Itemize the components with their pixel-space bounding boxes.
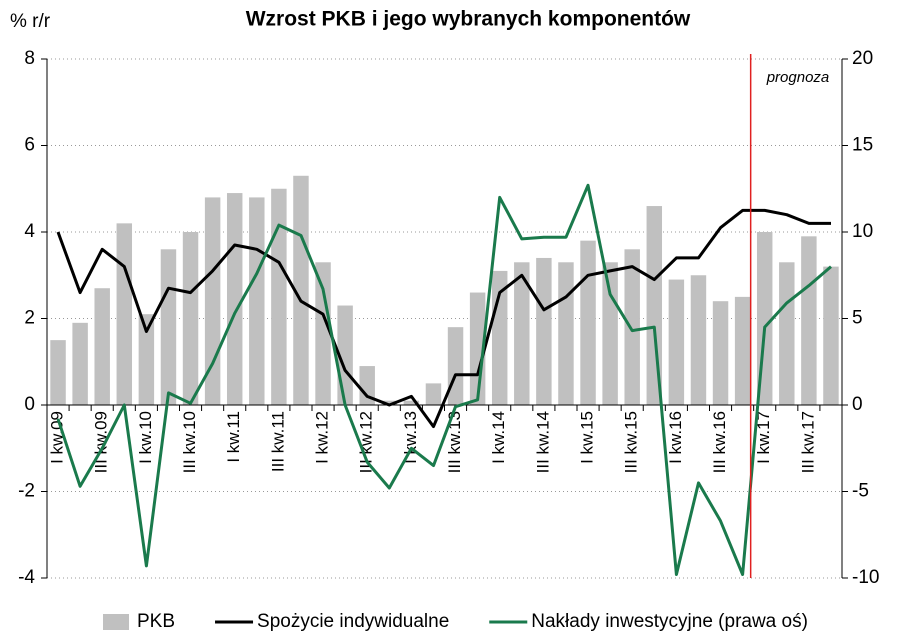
- bar: [403, 400, 420, 405]
- legend-label: Nakłady inwestycyjne (prawa oś): [531, 611, 808, 632]
- bar: [779, 262, 795, 405]
- legend-swatch: [103, 614, 129, 630]
- y-axis-label: % r/r: [10, 11, 51, 32]
- bar: [50, 340, 66, 405]
- x-tick-label: III kw.14: [533, 411, 552, 473]
- bar: [801, 236, 817, 405]
- chart-title: Wzrost PKB i jego wybranych komponentów: [246, 8, 691, 31]
- x-tick-label: III kw.11: [268, 411, 287, 472]
- x-tick-label: I kw.09: [48, 411, 67, 464]
- x-tick-label: I kw.14: [489, 411, 508, 464]
- y-tick-label: -4: [18, 567, 35, 588]
- x-tick-label: I kw.15: [578, 411, 597, 464]
- y-tick-label: -2: [18, 481, 35, 502]
- x-tick-label: III kw.17: [798, 411, 817, 473]
- bar: [381, 400, 398, 405]
- bar: [226, 193, 243, 405]
- y-tick-label: 0: [24, 394, 35, 415]
- bar: [249, 197, 265, 405]
- y-tick-label: 6: [24, 135, 35, 156]
- y2-tick-label: -5: [852, 481, 869, 502]
- line-series: [56, 208, 831, 429]
- x-tick-label: III kw.12: [357, 411, 376, 473]
- x-tick-label: I kw.12: [313, 411, 332, 464]
- y2-tick-label: -10: [852, 567, 879, 588]
- bar: [823, 266, 839, 405]
- bar: [690, 275, 707, 405]
- y2-tick-label: 10: [852, 221, 873, 242]
- bar: [116, 223, 133, 405]
- bar: [558, 262, 574, 405]
- y2-tick-label: 15: [852, 135, 873, 156]
- legend-label: PKB: [137, 611, 175, 632]
- x-tick-label: III kw.10: [180, 411, 199, 473]
- y-tick-label: 4: [24, 221, 35, 242]
- bar: [712, 301, 729, 405]
- bar: [668, 279, 685, 405]
- bar: [138, 314, 155, 405]
- bar: [734, 296, 751, 405]
- x-tick-label: I kw.16: [666, 411, 685, 464]
- bar: [425, 383, 442, 405]
- bar: [72, 322, 88, 405]
- x-tick-label: I kw.10: [136, 411, 155, 464]
- legend-label: Spożycie indywidualne: [257, 611, 449, 632]
- y-tick-label: 2: [24, 308, 35, 329]
- y-tick-label: 8: [24, 48, 35, 69]
- y2-tick-label: 5: [852, 308, 863, 329]
- bar: [447, 327, 464, 405]
- bar: [514, 262, 530, 405]
- bar: [315, 262, 331, 405]
- bar: [580, 240, 596, 405]
- annotation: prognoza: [766, 69, 830, 86]
- y2-tick-label: 0: [852, 394, 863, 415]
- bar: [94, 288, 110, 405]
- x-tick-label: I kw.13: [401, 411, 420, 464]
- x-tick-label: III kw.15: [622, 411, 641, 473]
- bar: [602, 262, 618, 405]
- x-tick-label: I kw.17: [754, 411, 773, 464]
- bar: [160, 249, 177, 405]
- bar: [359, 366, 375, 405]
- bar: [624, 249, 640, 405]
- bar: [182, 232, 199, 405]
- x-tick-label: III kw.16: [710, 411, 729, 473]
- bar: [536, 257, 552, 405]
- y2-tick-label: 20: [852, 48, 873, 69]
- line-series: [56, 183, 832, 576]
- bar: [271, 188, 287, 405]
- x-tick-label: III kw.13: [445, 411, 464, 473]
- x-tick-label: I kw.11: [224, 411, 243, 463]
